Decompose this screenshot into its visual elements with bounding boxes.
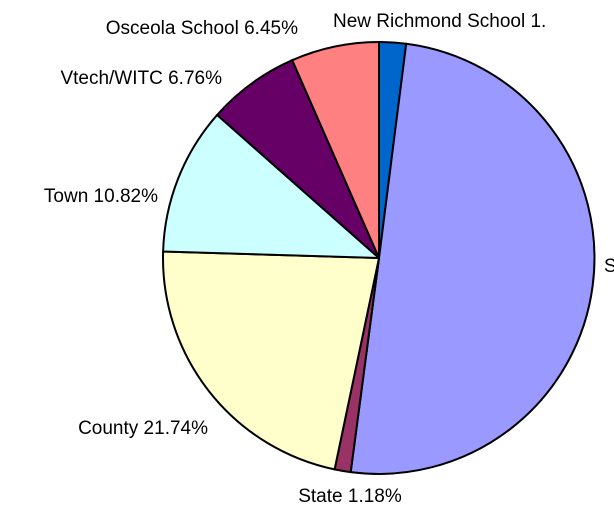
- label-osceola-school: Osceola School 6.45%: [106, 18, 298, 39]
- label-county: County 21.74%: [78, 418, 208, 439]
- pie-slices: [162, 41, 596, 475]
- label-town: Town 10.82%: [44, 186, 158, 207]
- label-s: S: [604, 256, 614, 277]
- pie-labels: New Richmond School 1. S State 1.18% Cou…: [44, 11, 614, 507]
- pie-slice-4: [162, 113, 380, 259]
- pie-slice-3: [162, 250, 380, 471]
- label-state: State 1.18%: [298, 486, 402, 507]
- pie-slice-6: [291, 41, 380, 259]
- pie-slice-1: [349, 42, 596, 475]
- label-new-richmond-school: New Richmond School 1.: [333, 11, 546, 32]
- label-vtech-witc: Vtech/WITC 6.76%: [60, 68, 222, 89]
